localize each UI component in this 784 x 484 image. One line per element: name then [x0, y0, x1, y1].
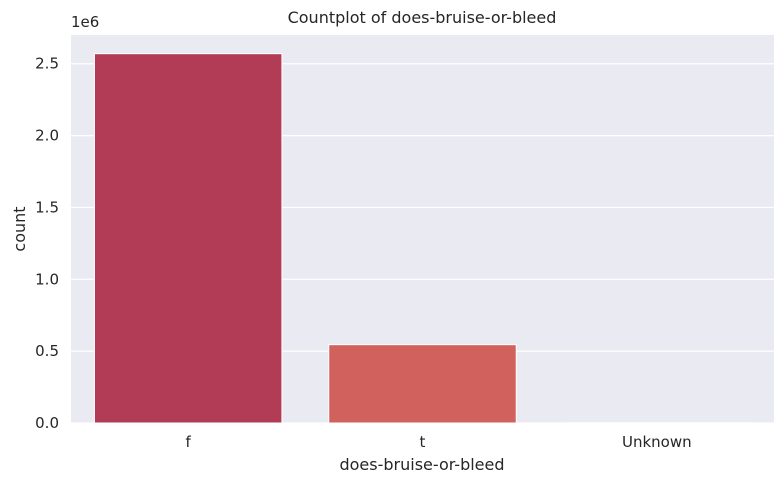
y-tick-label: 2.0	[35, 127, 59, 145]
x-tick-label: Unknown	[622, 433, 692, 451]
y-tick-label: 1.0	[35, 270, 59, 288]
x-tick-labels: f t Unknown	[186, 433, 692, 451]
y-axis-label: count	[10, 206, 29, 251]
y-tick-label: 2.5	[35, 55, 59, 73]
y-tick-label: 0.0	[35, 414, 59, 432]
x-tick-label: f	[186, 433, 192, 451]
chart-title: Countplot of does-bruise-or-bleed	[288, 8, 557, 27]
y-tick-label: 1.5	[35, 198, 59, 216]
bar-f	[93, 53, 283, 424]
bars	[93, 53, 752, 424]
x-tick-label: t	[420, 433, 426, 451]
y-offset-label: 1e6	[71, 13, 99, 31]
y-tick-label: 0.5	[35, 342, 59, 360]
y-tick-labels: 0.0 0.5 1.0 1.5 2.0 2.5	[35, 55, 59, 432]
bar-t	[328, 344, 517, 424]
x-axis-label: does-bruise-or-bleed	[339, 455, 504, 474]
